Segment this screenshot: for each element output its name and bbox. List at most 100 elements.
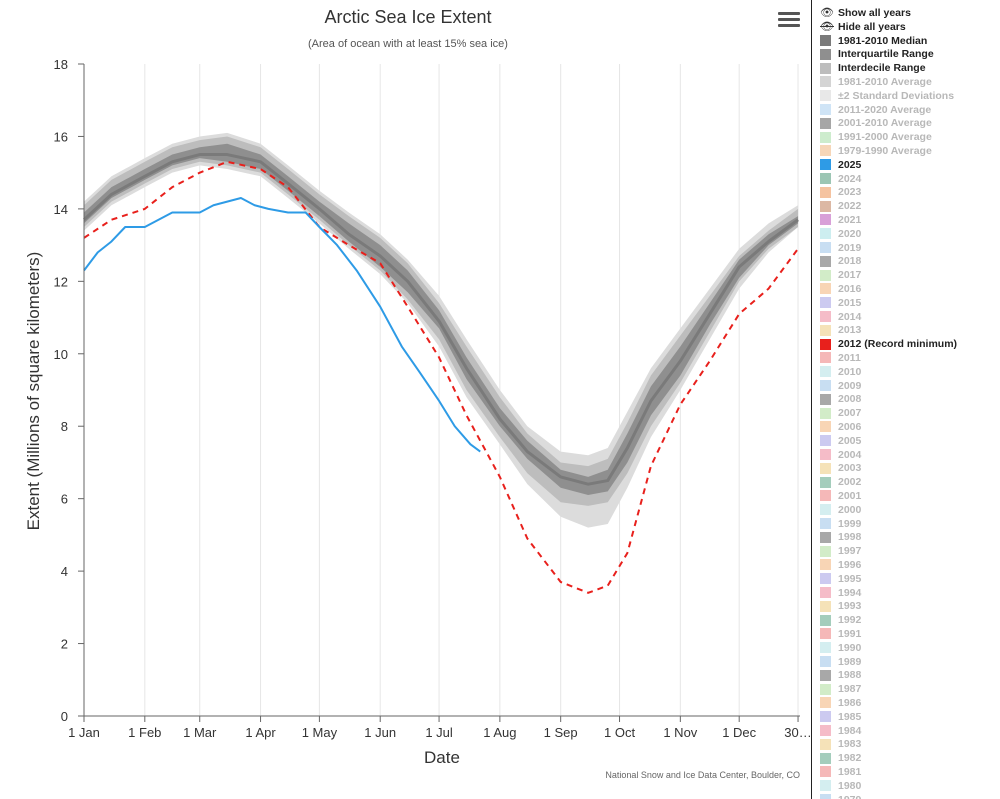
legend-label: 1981 bbox=[838, 765, 862, 778]
legend-item-1995[interactable]: 1995 bbox=[820, 572, 861, 585]
chart-menu-button[interactable] bbox=[778, 10, 800, 30]
legend-swatch bbox=[820, 297, 831, 309]
legend-item-2011[interactable]: 2011 bbox=[820, 351, 861, 364]
legend-item-2022[interactable]: 2022 bbox=[820, 200, 861, 213]
legend-label: 1999 bbox=[838, 517, 862, 530]
legend-item-2002[interactable]: 2002 bbox=[820, 476, 861, 489]
legend-item-2007[interactable]: 2007 bbox=[820, 407, 861, 420]
legend-swatch bbox=[820, 794, 831, 799]
legend-item-1990[interactable]: 1990 bbox=[820, 641, 861, 654]
legend-swatch bbox=[820, 338, 831, 350]
legend-item--2-standard-deviations[interactable]: ±2 Standard Deviations bbox=[820, 89, 954, 102]
legend-label: 1983 bbox=[838, 738, 862, 751]
legend-item-1991-2000-average[interactable]: 1991-2000 Average bbox=[820, 131, 932, 144]
legend-item-2021[interactable]: 2021 bbox=[820, 213, 861, 226]
legend-item-1993[interactable]: 1993 bbox=[820, 600, 861, 613]
legend-item-2009[interactable]: 2009 bbox=[820, 379, 861, 392]
legend-item-2003[interactable]: 2003 bbox=[820, 462, 861, 475]
legend-swatch bbox=[820, 669, 831, 681]
legend-item-1989[interactable]: 1989 bbox=[820, 655, 861, 668]
legend-item-interdecile-range[interactable]: Interdecile Range bbox=[820, 62, 926, 75]
legend-item-2019[interactable]: 2019 bbox=[820, 241, 861, 254]
legend-swatch bbox=[820, 504, 831, 516]
legend-item-1983[interactable]: 1983 bbox=[820, 738, 861, 751]
legend-item-1996[interactable]: 1996 bbox=[820, 558, 861, 571]
legend-swatch bbox=[820, 697, 831, 709]
legend-item-1994[interactable]: 1994 bbox=[820, 586, 861, 599]
credit-text[interactable]: National Snow and Ice Data Center, Bould… bbox=[605, 770, 800, 780]
legend-label: 1993 bbox=[838, 600, 862, 613]
legend-item-2006[interactable]: 2006 bbox=[820, 420, 861, 433]
legend-item-1991[interactable]: 1991 bbox=[820, 627, 861, 640]
legend-item-1984[interactable]: 1984 bbox=[820, 724, 861, 737]
legend-item-2013[interactable]: 2013 bbox=[820, 324, 861, 337]
legend-item-2023[interactable]: 2023 bbox=[820, 186, 861, 199]
legend-item-2011-2020-average[interactable]: 2011-2020 Average bbox=[820, 103, 931, 116]
y-tick-label: 8 bbox=[61, 419, 68, 434]
x-tick-label: 1 May bbox=[302, 725, 338, 740]
legend-item-2004[interactable]: 2004 bbox=[820, 448, 861, 461]
legend-item-1987[interactable]: 1987 bbox=[820, 683, 861, 696]
legend-swatch bbox=[820, 228, 831, 240]
x-tick-label: 1 Oct bbox=[604, 725, 635, 740]
legend-item-2025[interactable]: 2025 bbox=[820, 158, 861, 171]
legend-swatch bbox=[820, 573, 831, 585]
legend-label: 1991 bbox=[838, 627, 862, 640]
legend-label: 2024 bbox=[838, 172, 862, 185]
legend-item-2012-record-minimum[interactable]: 2012 (Record minimum) bbox=[820, 338, 957, 351]
show-all-years-button[interactable]: 👁 Show all years bbox=[820, 6, 911, 20]
legend-item-1997[interactable]: 1997 bbox=[820, 545, 861, 558]
legend-item-2018[interactable]: 2018 bbox=[820, 255, 861, 268]
legend-item-2020[interactable]: 2020 bbox=[820, 227, 861, 240]
hide-all-label: Hide all years bbox=[838, 20, 906, 33]
legend-label: 1988 bbox=[838, 669, 862, 682]
legend-swatch bbox=[820, 683, 831, 695]
legend-item-2000[interactable]: 2000 bbox=[820, 503, 861, 516]
legend-label: 1992 bbox=[838, 614, 862, 627]
legend-item-1979-1990-average[interactable]: 1979-1990 Average bbox=[820, 144, 932, 157]
legend-item-1999[interactable]: 1999 bbox=[820, 517, 861, 530]
legend-item-1980[interactable]: 1980 bbox=[820, 779, 861, 792]
legend-item-2014[interactable]: 2014 bbox=[820, 310, 861, 323]
legend-item-2001-2010-average[interactable]: 2001-2010 Average bbox=[820, 117, 932, 130]
legend-label: 2016 bbox=[838, 282, 862, 295]
y-tick-label: 10 bbox=[54, 347, 68, 362]
legend-item-2024[interactable]: 2024 bbox=[820, 172, 861, 185]
legend-item-2001[interactable]: 2001 bbox=[820, 489, 861, 502]
legend-item-1981[interactable]: 1981 bbox=[820, 765, 861, 778]
legend-item-1998[interactable]: 1998 bbox=[820, 531, 861, 544]
legend-item-2016[interactable]: 2016 bbox=[820, 282, 861, 295]
legend-item-2017[interactable]: 2017 bbox=[820, 269, 861, 282]
legend-item-1986[interactable]: 1986 bbox=[820, 696, 861, 709]
legend-item-2015[interactable]: 2015 bbox=[820, 296, 861, 309]
legend-swatch bbox=[820, 600, 831, 612]
legend-item-2008[interactable]: 2008 bbox=[820, 393, 861, 406]
legend-swatch bbox=[820, 449, 831, 460]
legend-item-interquartile-range[interactable]: Interquartile Range bbox=[820, 48, 934, 61]
legend-swatch bbox=[820, 725, 831, 736]
legend-label: 2001-2010 Average bbox=[838, 117, 932, 130]
legend-label: ±2 Standard Deviations bbox=[838, 89, 955, 102]
legend-swatch bbox=[820, 324, 831, 336]
legend-swatch bbox=[820, 380, 831, 391]
x-tick-label: 1 Feb bbox=[128, 725, 161, 740]
legend-label: Interdecile Range bbox=[838, 62, 926, 75]
legend-item-1979[interactable]: 1979 bbox=[820, 793, 861, 799]
interquartile-range-band bbox=[84, 143, 799, 496]
y-tick-label: 18 bbox=[54, 57, 68, 72]
y-tick-label: 12 bbox=[54, 274, 68, 289]
legend-item-2010[interactable]: 2010 bbox=[820, 365, 861, 378]
legend-label: 2001 bbox=[838, 489, 862, 502]
legend-item-1981-2010-average[interactable]: 1981-2010 Average bbox=[820, 75, 932, 88]
legend-item-1982[interactable]: 1982 bbox=[820, 752, 861, 765]
axis-ticks: 1 Jan 1 Feb 1 Mar 1 Apr 1 May 1 Jun 1 Jul 1 Aug… bbox=[54, 57, 810, 740]
hide-all-years-button[interactable]: 👁 Hide all years bbox=[820, 20, 906, 34]
legend-item-1988[interactable]: 1988 bbox=[820, 669, 861, 682]
legend-label: 2012 (Record minimum) bbox=[838, 338, 958, 351]
legend-item-1981-2010-median[interactable]: 1981-2010 Median bbox=[820, 34, 927, 47]
legend-item-1992[interactable]: 1992 bbox=[820, 614, 861, 627]
legend-label: 1990 bbox=[838, 641, 862, 654]
hamburger-icon-bar bbox=[778, 18, 800, 21]
legend-item-1985[interactable]: 1985 bbox=[820, 710, 861, 723]
legend-item-2005[interactable]: 2005 bbox=[820, 434, 861, 447]
